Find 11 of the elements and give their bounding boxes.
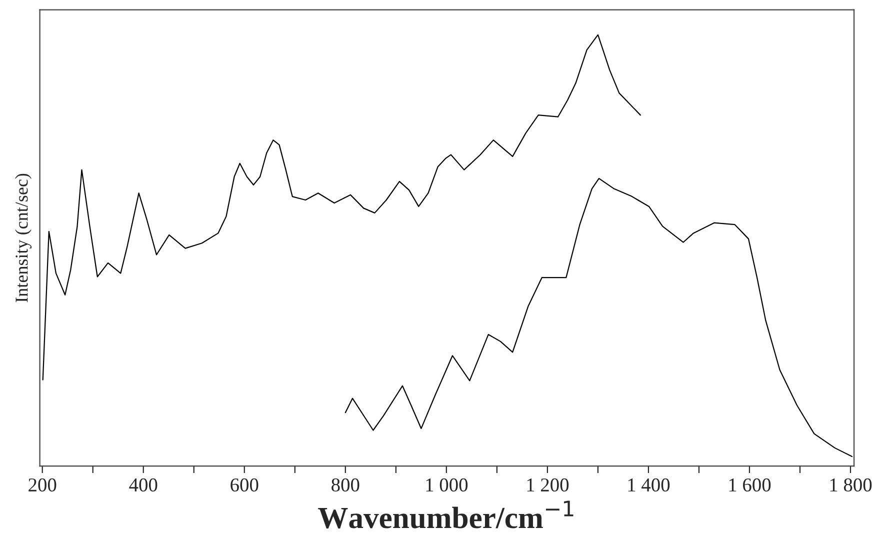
x-tick-label: 800: [332, 478, 360, 492]
x-tick-label: 1 000: [426, 478, 468, 492]
x-tick-label: 1 600: [729, 478, 771, 492]
x-tick-label: 1 800: [830, 478, 872, 492]
x-tick-label: 1 200: [527, 478, 569, 492]
x-tick-label: 400: [129, 478, 158, 492]
y-axis-title: Intensity (cnt/sec): [15, 174, 32, 302]
x-tick-label: 600: [230, 478, 258, 492]
x-tick-label: 1 400: [628, 478, 670, 492]
x-axis-title: Wavenumber/cm$^{−1}$: [318, 500, 574, 528]
x-tick-label: 200: [28, 478, 56, 492]
